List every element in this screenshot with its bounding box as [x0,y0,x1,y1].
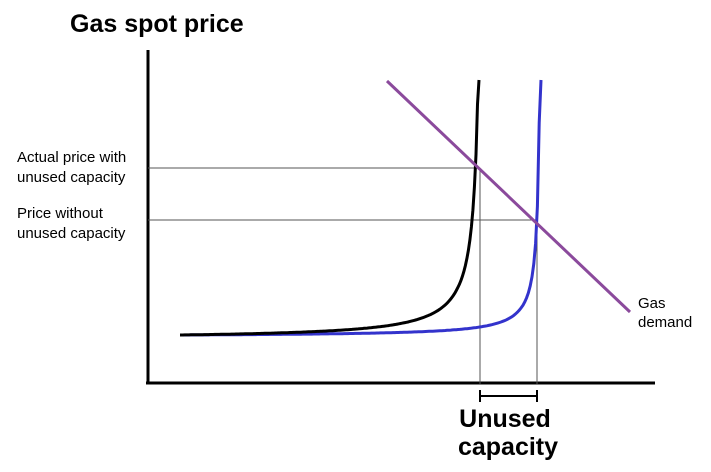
actual-price-label-line2: unused capacity [17,169,126,186]
gas-demand-label-line1: Gas [638,295,666,312]
unused-capacity-bracket [479,390,538,402]
price-without-label-line1: Price without [17,205,104,222]
supply-curve-with-unused-capacity [180,79,481,337]
unused-capacity-label-line1: Unused [459,405,551,433]
gas-demand-line [385,79,632,314]
gas-demand-label-line2: demand [638,314,692,331]
unused-capacity-label-line2: capacity [458,433,558,461]
actual-price-label-line1: Actual price with [17,149,126,166]
diagram-title: Gas spot price [70,10,244,38]
price-without-label-line2: unused capacity [17,225,126,242]
supply-curve-without-unused-capacity [180,79,543,337]
